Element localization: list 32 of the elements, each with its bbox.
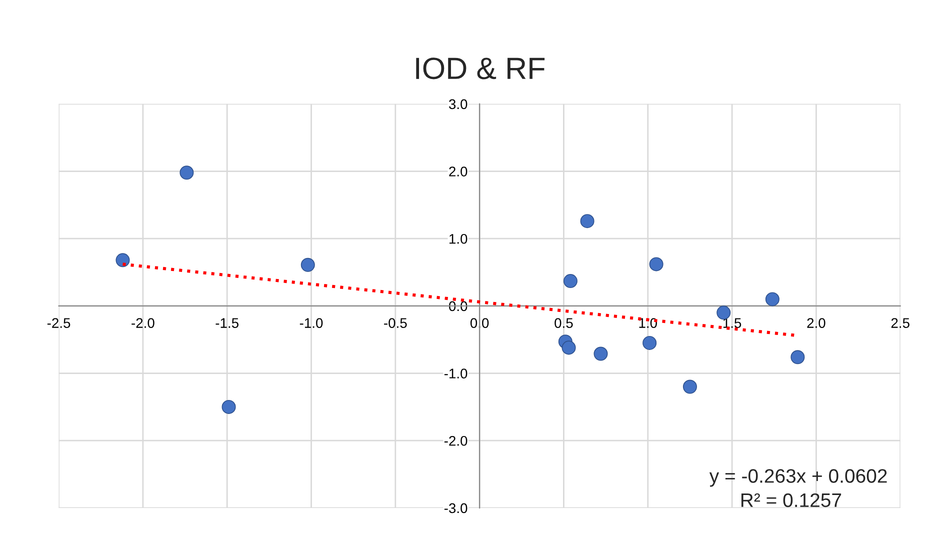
y-tick-label: 1.0: [450, 234, 468, 244]
y-tick-label: -2.0: [444, 436, 468, 446]
point: [562, 340, 576, 355]
point: [790, 350, 805, 364]
x-tick-label: 0.5: [554, 318, 573, 328]
point: [222, 400, 236, 414]
point: [300, 258, 315, 272]
point: [765, 292, 780, 306]
y-tick-label: -3.0: [444, 503, 468, 514]
point: [642, 336, 657, 350]
point: [116, 253, 130, 268]
y-tick-label: 3.0: [448, 99, 468, 110]
point: [716, 306, 731, 320]
point: [563, 274, 578, 288]
annotation: R² = 0.1257: [741, 493, 842, 508]
x-tick-label: 2.0: [807, 318, 826, 328]
x-tick-label: -1.5: [216, 318, 238, 328]
x-tick-label: -1.0: [300, 318, 323, 328]
point: [682, 380, 697, 394]
y-tick-label: -1.0: [444, 368, 468, 378]
annotation: y = -0.263x + 0.0602: [709, 469, 887, 487]
x-tick-label: 2.5: [891, 318, 910, 328]
x-tick-label: 0.0: [470, 318, 489, 328]
x-tick-label: -0.5: [384, 318, 407, 328]
point: [594, 346, 608, 361]
point: [649, 257, 664, 272]
x-tick-label: -2.0: [132, 318, 154, 328]
x-tick-label: -2.5: [47, 318, 70, 328]
point: [580, 214, 594, 228]
point: [180, 166, 194, 180]
y-tick-label: 2.0: [449, 166, 468, 176]
chart-title: IOD & RF: [416, 58, 545, 80]
